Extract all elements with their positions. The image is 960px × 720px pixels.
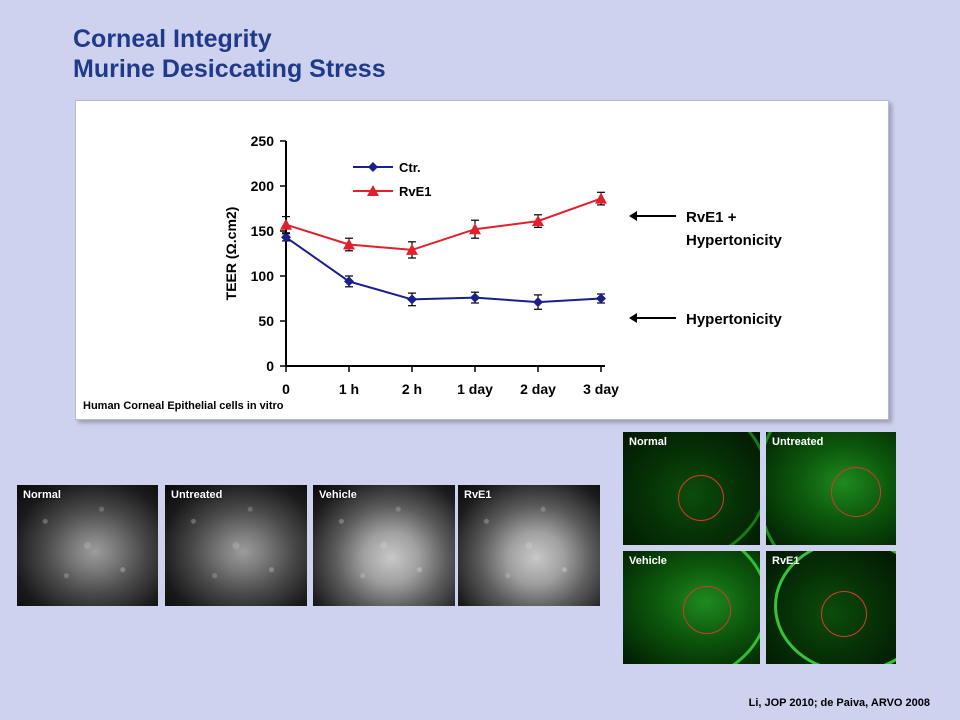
data-point-0: [344, 276, 354, 287]
chart-panel: 0 50 100 150 200 250 0 1 h 2 h 1 day 2 day 3 day TEE…: [75, 100, 889, 420]
data-point-0: [281, 232, 291, 243]
annotation-rve1: RvE1 + Hypertonicity: [686, 206, 782, 252]
micrograph-untreated: Untreated: [165, 485, 307, 606]
chart-caption: Human Corneal Epithelial cells in vitro: [83, 400, 284, 412]
annotation-hypertonicity-line1: Hypertonicity: [686, 311, 782, 328]
fluorescein-label-vehicle: Vehicle: [629, 555, 667, 567]
fluorescein-label-untreated: Untreated: [772, 436, 824, 448]
y-tick-label: 100: [251, 268, 275, 284]
series-line-1: [285, 197, 602, 251]
legend-label-1: RvE1: [399, 184, 432, 199]
title-line-2: Murine Desiccating Stress: [73, 55, 386, 83]
fluorescein-normal: Normal: [623, 432, 760, 545]
y-tick-label: 50: [258, 313, 274, 329]
x-tick-label: 2 h: [402, 381, 422, 397]
x-tick-label: 3 day: [583, 381, 619, 397]
micrograph-vehicle: Vehicle: [313, 485, 455, 606]
y-tick-label: 200: [251, 178, 275, 194]
arrow-hypertonicity: [629, 313, 676, 323]
annotation-hypertonicity: Hypertonicity: [686, 308, 782, 331]
micrograph-label-vehicle: Vehicle: [319, 489, 357, 501]
citation: Li, JOP 2010; de Paiva, ARVO 2008: [748, 697, 930, 709]
arrow-rve1: [629, 211, 676, 221]
legend-marker-1: [367, 185, 379, 196]
region-circle: [678, 475, 724, 521]
data-point-0: [407, 294, 417, 305]
data-point-1: [406, 243, 418, 255]
region-circle: [683, 586, 731, 634]
data-point-1: [469, 223, 481, 235]
x-tick-label: 0: [282, 381, 290, 397]
x-tick-label: 1 h: [339, 381, 359, 397]
x-tick-label: 1 day: [457, 381, 493, 397]
y-axis-label: TEER (Ω.cm2): [223, 207, 239, 301]
fluorescein-rve1: RvE1: [766, 551, 896, 664]
title-line-1: Corneal Integrity: [73, 25, 272, 53]
data-point-1: [280, 218, 292, 230]
region-circle: [831, 467, 881, 517]
micrograph-label-rve1: RvE1: [464, 489, 492, 501]
legend-label-0: Ctr.: [399, 160, 421, 175]
fluorescein-label-normal: Normal: [629, 436, 667, 448]
data-point-1: [343, 238, 355, 250]
micrograph-normal: Normal: [17, 485, 158, 606]
data-point-1: [532, 215, 544, 227]
y-tick-label: 250: [251, 133, 275, 149]
data-point-0: [470, 292, 480, 303]
y-tick-label: 0: [266, 358, 274, 374]
fluorescein-label-rve1: RvE1: [772, 555, 800, 567]
fluorescein-vehicle: Vehicle: [623, 551, 760, 664]
annotation-rve1-line2: Hypertonicity: [686, 232, 782, 249]
legend-marker-0: [368, 162, 378, 172]
cornea-rim: [774, 551, 896, 664]
annotation-rve1-line1: RvE1 +: [686, 209, 737, 226]
y-tick-label: 150: [251, 223, 275, 239]
data-point-1: [595, 192, 607, 204]
data-point-0: [533, 297, 543, 308]
micrograph-rve1: RvE1: [458, 485, 600, 606]
region-circle: [821, 591, 867, 637]
slide-title: Corneal Integrity Murine Desiccating Str…: [73, 24, 386, 84]
micrograph-label-untreated: Untreated: [171, 489, 223, 501]
data-point-0: [596, 293, 606, 304]
x-tick-label: 2 day: [520, 381, 556, 397]
series-line-0: [285, 236, 602, 304]
teer-line-chart: 0 50 100 150 200 250 0 1 h 2 h 1 day 2 day 3 day TEE…: [223, 133, 619, 397]
micrograph-label-normal: Normal: [23, 489, 61, 501]
fluorescein-untreated: Untreated: [766, 432, 896, 545]
